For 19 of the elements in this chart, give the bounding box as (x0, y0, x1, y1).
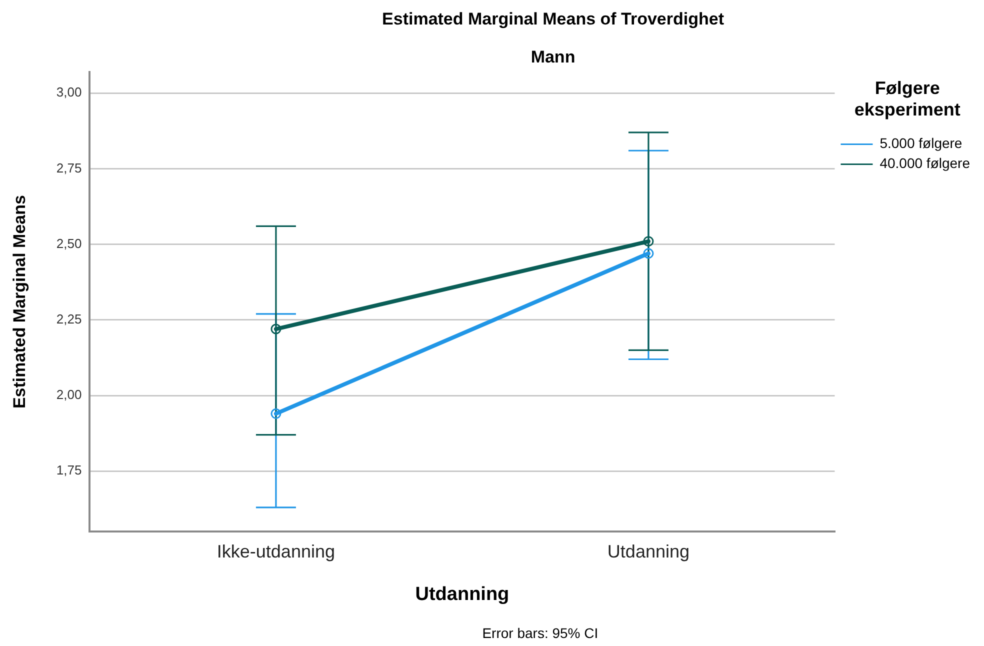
x-axis-title: Utdanning (415, 584, 510, 605)
x-tick-label: Ikke-utdanning (216, 541, 336, 562)
y-tick-label: 2,75 (56, 160, 82, 176)
chart-subtitle: Mann (530, 48, 576, 67)
chart-title: Estimated Marginal Means of Troverdighet (382, 10, 724, 29)
legend-label: 40.000 følgere (880, 155, 970, 172)
y-axis-title: Estimated Marginal Means (10, 195, 29, 409)
point (643, 236, 654, 247)
legend-label: 5.000 følgere (880, 135, 962, 152)
text: Error bars: 95% CI (482, 624, 598, 641)
point (270, 408, 282, 419)
point (643, 248, 654, 259)
y-tick-label: 2,25 (56, 312, 82, 327)
point (270, 324, 282, 334)
y-tick-label: 1,75 (56, 462, 82, 478)
legend-title: Følgere eksperiment (854, 78, 960, 120)
y-tick-label: 2,50 (56, 236, 82, 251)
y-tick-label: 2,00 (56, 387, 82, 402)
y-tick-label: 3,00 (56, 84, 82, 100)
